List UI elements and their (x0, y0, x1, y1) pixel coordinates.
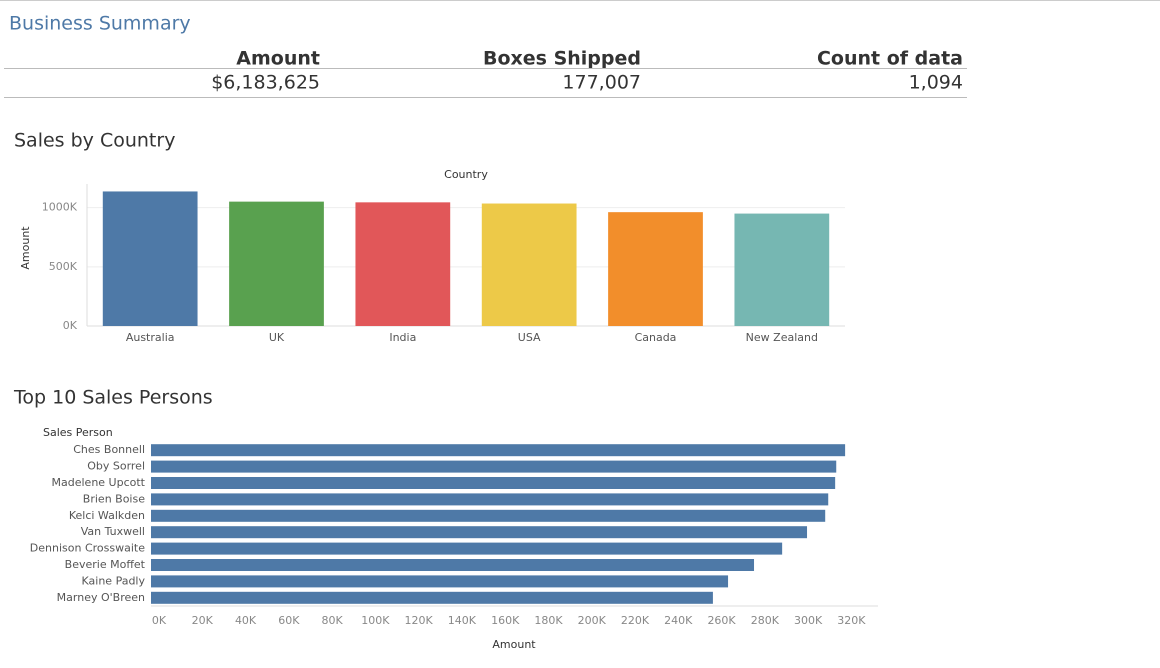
x-tick-label: 200K (578, 614, 607, 627)
bar (151, 542, 783, 555)
y-tick-label: Ches Bonnell (73, 443, 145, 456)
bar (151, 509, 826, 522)
y-tick-label: Oby Sorrel (87, 460, 145, 473)
bar (608, 212, 703, 326)
bar (151, 559, 755, 571)
x-tick-label: USA (518, 331, 541, 344)
x-tick-label: Canada (635, 331, 677, 344)
x-tick-label: 0K (152, 614, 167, 627)
x-tick-label: India (389, 331, 416, 344)
x-axis-title: Amount (492, 638, 536, 651)
y-axis-title: Amount (19, 226, 32, 270)
kpi-header: Count of data (817, 48, 963, 70)
x-tick-label: New Zealand (746, 331, 818, 344)
bar (355, 202, 451, 326)
y-tick-label: Kelci Walkden (69, 509, 145, 522)
x-tick-label: 80K (321, 614, 343, 627)
y-tick-label: Dennison Crosswaite (30, 542, 145, 555)
kpi-value: 1,094 (909, 72, 963, 94)
kpi-value: $6,183,625 (211, 72, 320, 94)
x-tick-label: 300K (794, 614, 823, 627)
y-tick-label: Beverie Moffet (65, 558, 146, 571)
y-tick-label: Kaine Padly (82, 574, 146, 587)
x-tick-label: 100K (361, 614, 390, 627)
kpi-header: Amount (236, 48, 320, 70)
bar (151, 591, 713, 604)
x-tick-label: 220K (621, 614, 650, 627)
bar (229, 201, 324, 326)
x-tick-label: 60K (278, 614, 300, 627)
y-axis-title: Sales Person (43, 426, 113, 439)
dashboard-title: Business Summary (9, 13, 191, 35)
x-tick-label: 160K (491, 614, 520, 627)
x-tick-label: Australia (126, 331, 175, 344)
y-tick-label: Van Tuxwell (81, 525, 145, 538)
y-tick-label: Marney O'Breen (57, 591, 145, 604)
bar (151, 444, 846, 457)
bar (481, 203, 577, 326)
kpi-value: 177,007 (562, 72, 641, 94)
x-tick-label: 20K (192, 614, 214, 627)
y-tick-label: 500K (49, 260, 78, 273)
bar (151, 526, 808, 539)
chart-title: Sales by Country (14, 130, 175, 152)
x-axis-title: Country (444, 168, 488, 181)
x-tick-label: UK (269, 331, 285, 344)
x-tick-label: 260K (707, 614, 736, 627)
y-tick-label: Madelene Upcott (52, 476, 146, 489)
bar (734, 213, 830, 326)
bar (102, 191, 198, 326)
y-tick-label: 1000K (42, 201, 78, 214)
bar (151, 477, 836, 489)
bar (151, 460, 837, 473)
y-tick-label: 0K (63, 319, 78, 332)
x-tick-label: 320K (837, 614, 866, 627)
x-tick-label: 140K (448, 614, 477, 627)
x-tick-label: 40K (235, 614, 257, 627)
x-tick-label: 180K (534, 614, 563, 627)
y-tick-label: Brien Boise (83, 492, 145, 505)
x-tick-label: 240K (664, 614, 693, 627)
x-tick-label: 120K (405, 614, 434, 627)
bar (151, 575, 729, 588)
chart-title: Top 10 Sales Persons (13, 387, 213, 409)
kpi-header: Boxes Shipped (483, 48, 641, 70)
x-tick-label: 280K (751, 614, 780, 627)
bar (151, 493, 829, 506)
